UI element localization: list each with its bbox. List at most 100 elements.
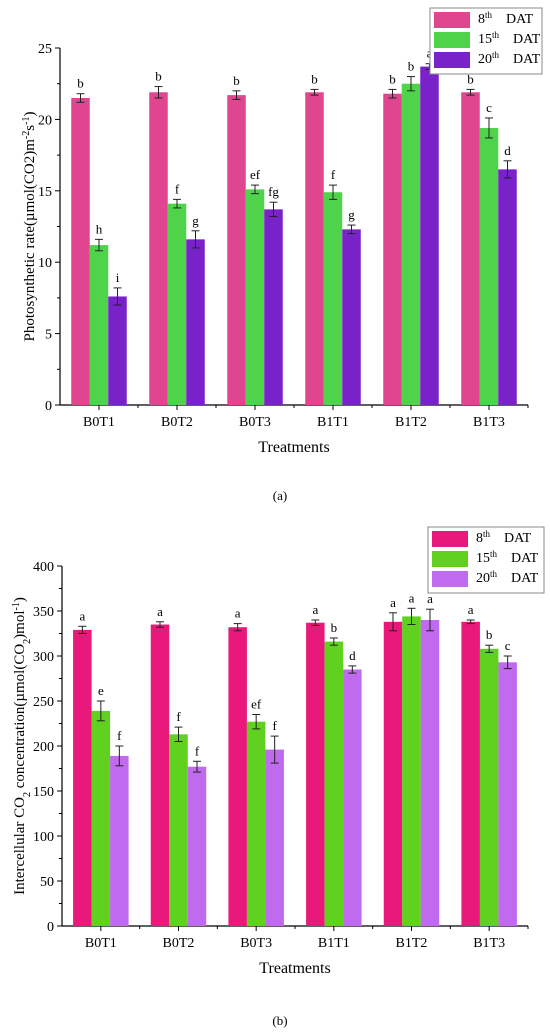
legend-label-superscript: th xyxy=(483,529,491,539)
legend-label-unit: DAT xyxy=(506,12,534,27)
significance-letter: a xyxy=(468,602,474,617)
bar xyxy=(498,662,517,926)
y-tick-label: 350 xyxy=(33,605,54,620)
bar xyxy=(342,229,361,405)
x-tick-label: B0T1 xyxy=(85,936,117,951)
bar xyxy=(246,721,266,926)
significance-letter: b xyxy=(389,71,396,86)
bar xyxy=(323,192,343,405)
significance-letter: a xyxy=(79,608,85,623)
legend-label-number: 15 xyxy=(478,32,492,47)
significance-letter: b xyxy=(331,620,338,635)
x-tick-label: B0T3 xyxy=(239,415,271,430)
x-axis-label: Treatments xyxy=(258,439,329,456)
y-axis-label: Intercellular CO2 concentration(µmol(CO2… xyxy=(11,597,33,895)
x-axis-label: Treatments xyxy=(259,960,330,977)
legend-label-number: 20 xyxy=(476,571,490,586)
significance-letter: f xyxy=(331,167,336,182)
significance-letter: f xyxy=(117,728,122,743)
y-axis-label: Photosynthetic rate(µmol(CO2)m-2s-1) xyxy=(21,112,39,342)
y-tick-label: 15 xyxy=(38,185,52,200)
bar xyxy=(420,66,439,406)
significance-letter: i xyxy=(116,270,120,285)
y-label-part: mol(CO2)m xyxy=(22,139,38,213)
bar xyxy=(383,621,403,926)
legend-label-unit: DAT xyxy=(511,571,539,586)
bar xyxy=(479,648,499,926)
significance-letter: e xyxy=(98,683,104,698)
legend-swatch xyxy=(432,531,468,547)
y-tick-label: 5 xyxy=(45,328,52,343)
legend-swatch xyxy=(434,32,470,48)
bar xyxy=(343,669,362,926)
panel-a-caption: (a) xyxy=(273,488,287,503)
legend-label-number: 8 xyxy=(476,531,483,546)
bar xyxy=(265,749,284,926)
y-label-part: ) xyxy=(22,112,38,117)
bar xyxy=(149,92,168,405)
x-tick-label: B0T1 xyxy=(83,415,115,430)
y-label-subscript: 2 xyxy=(22,792,33,797)
legend-swatch xyxy=(434,52,470,68)
bar xyxy=(228,627,247,926)
legend-label: 8th DAT xyxy=(476,529,532,546)
significance-letter: b xyxy=(408,59,415,74)
y-label-part: )mol xyxy=(12,610,28,638)
significance-letter: b xyxy=(467,71,474,86)
y-tick-label: 250 xyxy=(33,695,54,710)
legend-swatch xyxy=(434,12,470,28)
significance-letter: a xyxy=(409,590,415,605)
significance-letter: f xyxy=(176,709,181,724)
y-label-superscript: -1 xyxy=(21,117,32,125)
y-tick-label: 300 xyxy=(33,650,54,665)
significance-letter: g xyxy=(192,213,199,228)
bar xyxy=(324,641,344,926)
legend-label: 20th DAT xyxy=(478,50,541,67)
y-label-part: Photosynthetic rate( xyxy=(22,221,38,341)
bar xyxy=(108,296,127,405)
legend-swatch xyxy=(432,571,468,587)
y-tick-label: 50 xyxy=(40,875,54,890)
significance-letter: ef xyxy=(251,697,262,712)
legend-label-superscript: th xyxy=(492,30,500,40)
x-tick-label: B0T3 xyxy=(240,936,272,951)
x-tick-label: B1T2 xyxy=(395,415,427,430)
legend-label-unit: DAT xyxy=(513,32,541,47)
bar xyxy=(401,83,421,405)
significance-letter: d xyxy=(504,143,511,158)
significance-letter: g xyxy=(348,207,355,222)
significance-letter: b xyxy=(77,76,84,91)
legend-label-superscript: th xyxy=(492,50,500,60)
bar xyxy=(461,92,480,405)
y-label-mu: µ xyxy=(12,693,28,702)
legend-label-number: 20 xyxy=(478,52,492,67)
significance-letter: b xyxy=(311,71,318,86)
significance-letter: f xyxy=(272,718,277,733)
legend-label-unit: DAT xyxy=(511,551,539,566)
x-tick-label: B0T2 xyxy=(163,936,195,951)
panel-b-caption: (b) xyxy=(272,1013,287,1028)
bar xyxy=(167,203,187,405)
x-tick-label: B1T1 xyxy=(318,936,350,951)
legend-label-superscript: th xyxy=(490,549,498,559)
significance-letter: a xyxy=(427,591,433,606)
bar xyxy=(306,622,325,926)
significance-letter: a xyxy=(235,606,241,621)
bar xyxy=(420,620,440,926)
y-tick-label: 0 xyxy=(45,399,52,414)
y-label-part: mol(CO xyxy=(12,644,28,693)
legend-label-number: 15 xyxy=(476,551,490,566)
x-tick-label: B1T2 xyxy=(396,936,428,951)
y-tick-label: 400 xyxy=(33,560,54,575)
significance-letter: f xyxy=(195,743,200,758)
significance-letter: a xyxy=(157,604,163,619)
significance-letter: ef xyxy=(250,167,261,182)
bar xyxy=(91,710,111,926)
y-tick-label: 150 xyxy=(33,785,54,800)
x-tick-label: B1T3 xyxy=(473,415,505,430)
bar xyxy=(264,209,283,405)
significance-letter: b xyxy=(233,73,240,88)
bar xyxy=(186,239,205,405)
